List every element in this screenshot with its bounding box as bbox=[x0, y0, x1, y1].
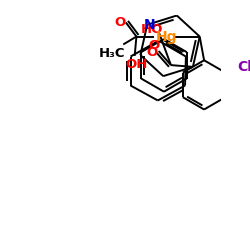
Text: HO: HO bbox=[140, 24, 163, 36]
Text: H₃C: H₃C bbox=[98, 47, 125, 60]
Text: O: O bbox=[147, 46, 158, 59]
Text: OH: OH bbox=[125, 58, 148, 71]
Text: Hg: Hg bbox=[156, 30, 177, 44]
Text: O: O bbox=[114, 16, 125, 29]
Text: Cl: Cl bbox=[237, 60, 250, 74]
Text: O: O bbox=[148, 39, 160, 52]
Text: N: N bbox=[144, 18, 156, 32]
